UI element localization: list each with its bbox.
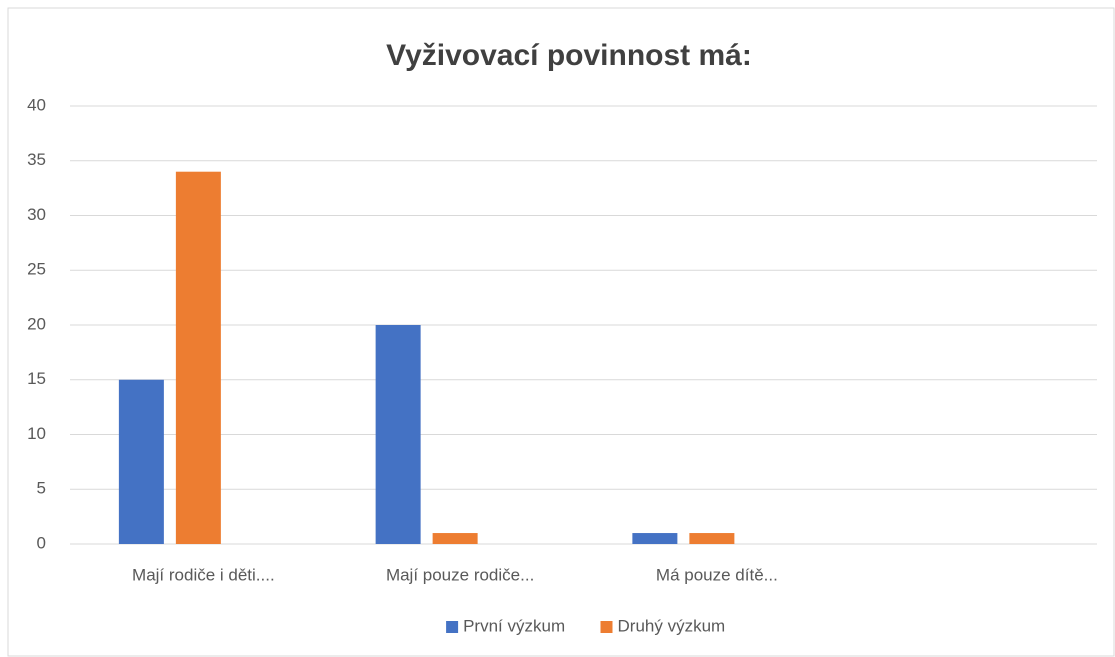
y-tick-label: 0 (37, 533, 46, 552)
bar (689, 533, 735, 544)
chart-title: Vyživovací povinnost má: (386, 39, 752, 72)
bar (175, 171, 221, 544)
y-tick-label: 20 (27, 314, 46, 333)
y-tick-label: 10 (27, 424, 46, 443)
bar (375, 325, 421, 544)
bar (432, 533, 478, 544)
legend-swatch (600, 621, 613, 633)
x-tick-label: Mají pouze rodiče... (386, 565, 534, 584)
legend-label: Druhý výzkum (618, 616, 726, 635)
x-tick-label: Má pouze dítě... (656, 565, 778, 584)
y-tick-label: 40 (27, 95, 46, 114)
bar (118, 379, 164, 544)
y-tick-label: 5 (37, 479, 46, 498)
y-tick-label: 25 (27, 260, 46, 279)
bar (632, 533, 678, 544)
legend-swatch (446, 621, 459, 633)
x-tick-label: Mají rodiče i děti.... (132, 565, 275, 584)
chart-frame (7, 7, 1115, 657)
y-tick-label: 30 (27, 205, 46, 224)
y-tick-label: 35 (27, 150, 46, 169)
y-tick-label: 15 (27, 369, 46, 388)
legend-label: První výzkum (463, 616, 565, 635)
